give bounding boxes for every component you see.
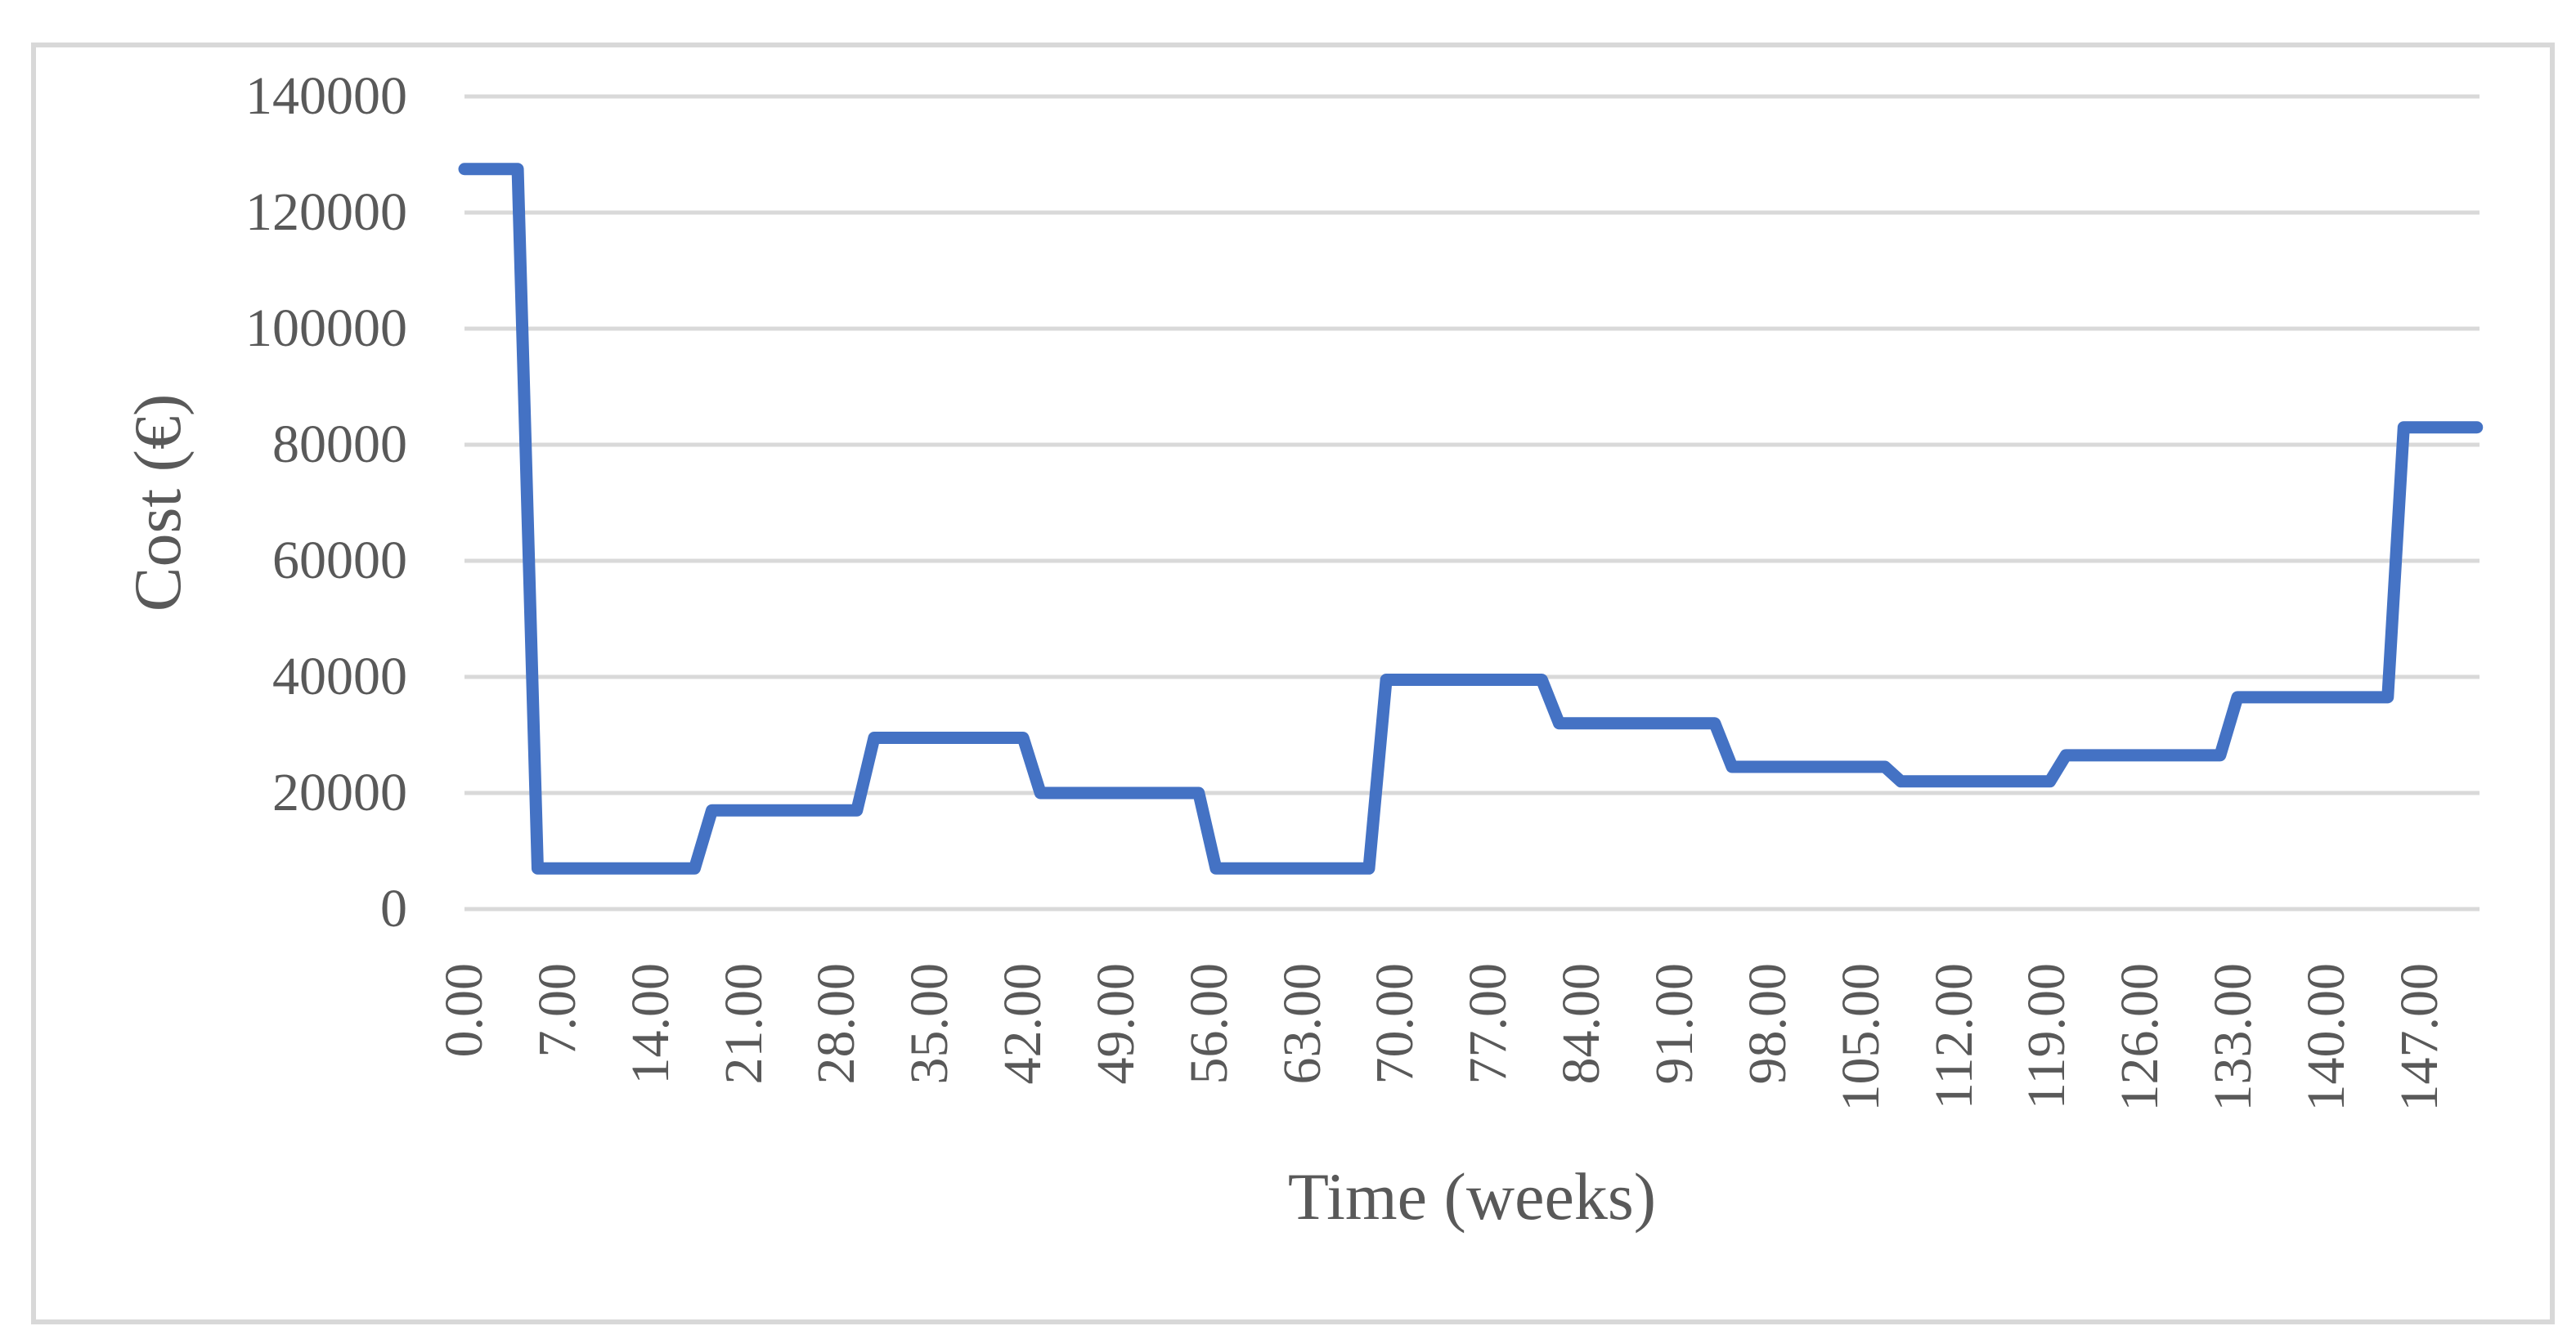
cost-line — [458, 163, 2484, 875]
x-tick-label: 49.00 — [1085, 963, 1146, 1085]
y-tick-label: 80000 — [272, 414, 407, 474]
x-tick-label: 91.00 — [1645, 963, 1705, 1085]
x-tick-label: 21.00 — [713, 963, 774, 1085]
x-tick-label: 112.00 — [1923, 963, 1984, 1110]
x-tick-label: 98.00 — [1737, 963, 1797, 1085]
y-tick-label: 40000 — [272, 647, 407, 706]
y-tick-label: 0 — [380, 879, 407, 939]
x-axis-title: Time (weeks) — [1287, 1159, 1657, 1234]
y-axis-title: Cost (€) — [120, 393, 195, 612]
x-tick-label: 126.00 — [2110, 963, 2170, 1112]
x-tick-label: 28.00 — [806, 963, 867, 1085]
x-tick-label: 84.00 — [1551, 963, 1612, 1085]
x-tick-label: 42.00 — [993, 963, 1053, 1085]
y-tick-label: 120000 — [245, 182, 407, 242]
x-tick-label: 119.00 — [2017, 963, 2077, 1110]
x-tick-label: 140.00 — [2296, 963, 2356, 1112]
x-tick-label: 35.00 — [900, 963, 960, 1085]
x-tick-label: 133.00 — [2203, 963, 2264, 1112]
y-tick-label: 20000 — [272, 763, 407, 822]
x-tick-label: 56.00 — [1178, 963, 1239, 1085]
y-tick-label: 140000 — [245, 66, 407, 126]
x-tick-label: 147.00 — [2389, 963, 2449, 1112]
y-tick-label: 60000 — [272, 531, 407, 590]
x-tick-label: 70.00 — [1365, 963, 1425, 1085]
x-tick-label: 0.00 — [434, 963, 494, 1058]
x-tick-label: 14.00 — [620, 963, 680, 1085]
x-tick-label: 7.00 — [527, 963, 587, 1058]
x-tick-label: 63.00 — [1272, 963, 1332, 1085]
y-tick-label: 100000 — [245, 298, 407, 358]
x-tick-label: 77.00 — [1458, 963, 1519, 1085]
chart-frame — [31, 43, 2555, 1324]
x-tick-label: 105.00 — [1830, 963, 1891, 1112]
